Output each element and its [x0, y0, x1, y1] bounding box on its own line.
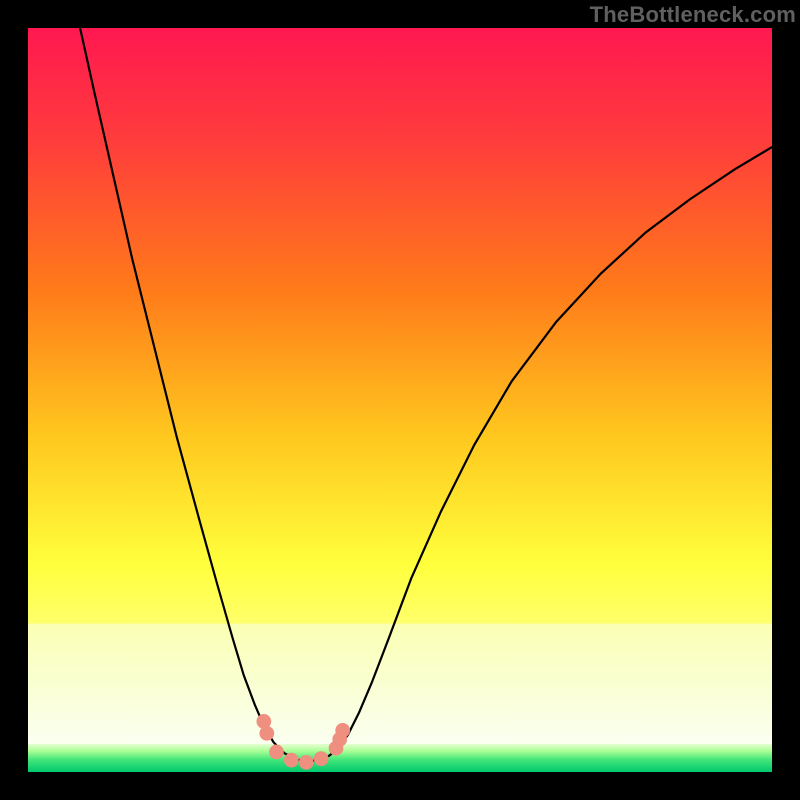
watermark-text: TheBottleneck.com: [590, 2, 796, 28]
curve-marker: [269, 745, 283, 759]
chart-container: TheBottleneck.com: [0, 0, 800, 800]
curve-marker: [299, 755, 313, 769]
plot-area: [28, 28, 772, 772]
curve-marker: [284, 753, 298, 767]
curve-layer: [28, 28, 772, 772]
marker-group: [257, 714, 350, 769]
curve-marker: [336, 723, 350, 737]
bottleneck-curve: [80, 28, 772, 762]
curve-marker: [314, 752, 328, 766]
curve-marker: [260, 726, 274, 740]
